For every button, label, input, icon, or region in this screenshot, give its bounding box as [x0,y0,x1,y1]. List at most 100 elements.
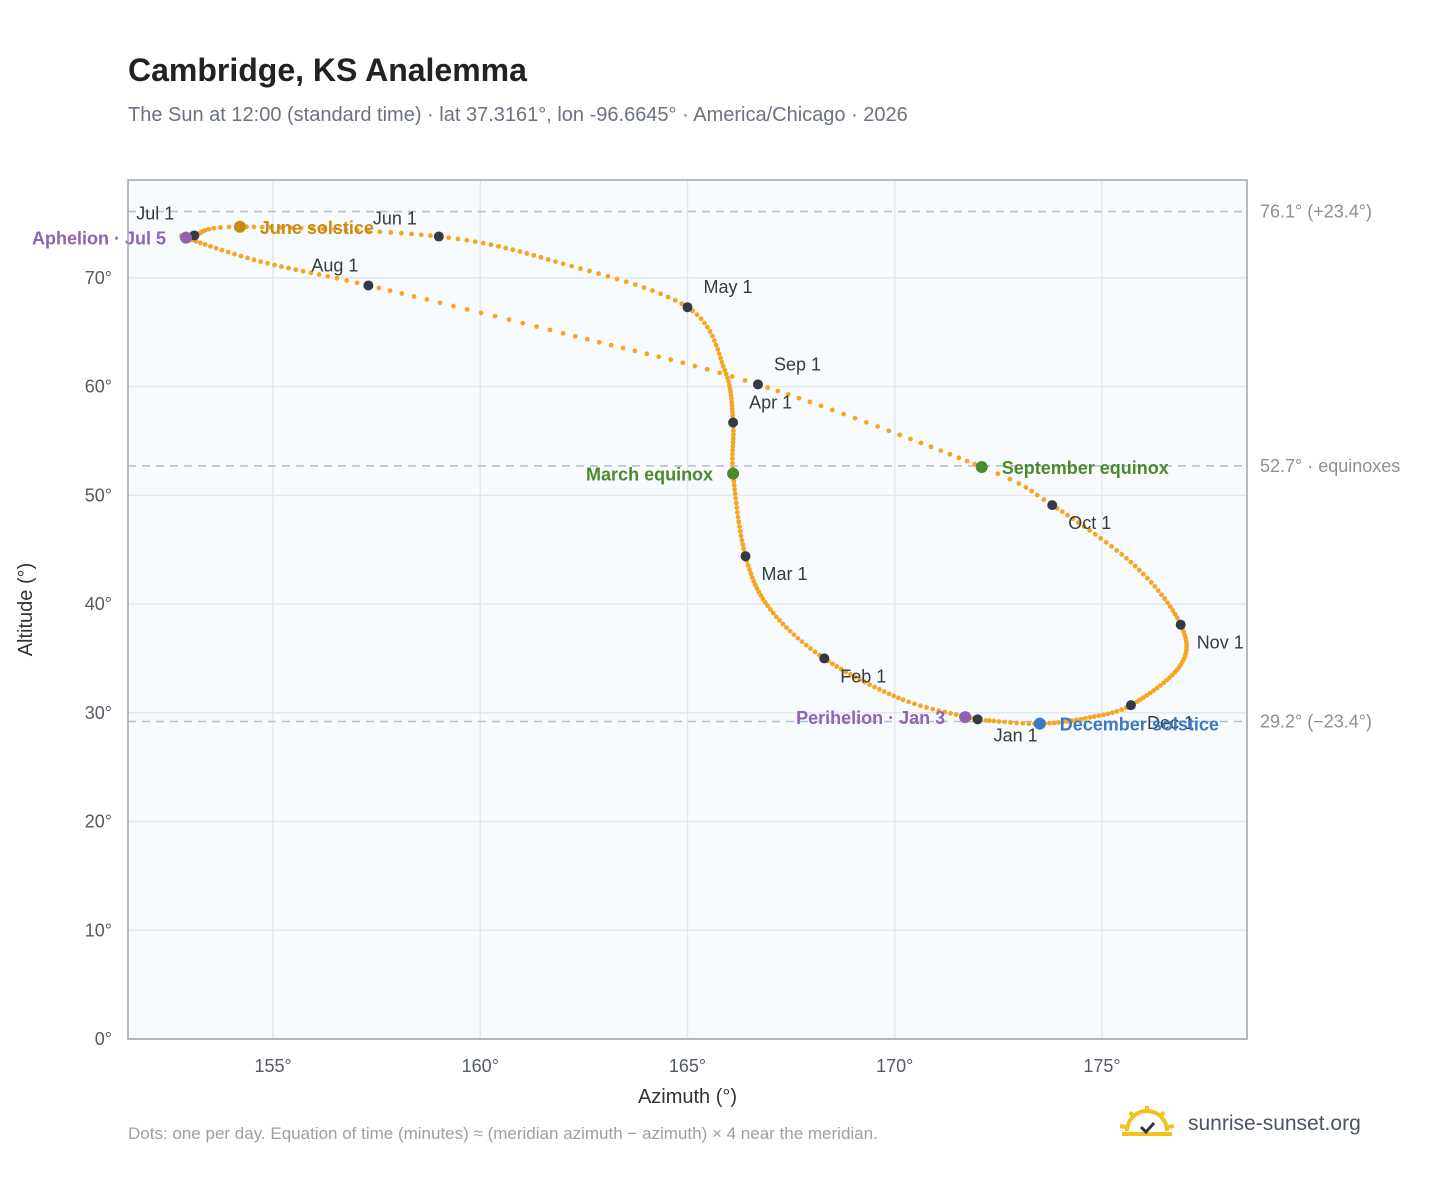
daily-dot [812,649,818,655]
footnote: Dots: one per day. Equation of time (min… [128,1124,878,1143]
daily-dot [1059,509,1065,515]
month-label: Feb 1 [840,666,886,686]
daily-dot [488,242,494,248]
daily-dot [694,312,700,318]
daily-dot [707,329,713,334]
daily-dot [876,687,882,692]
daily-dot [777,618,782,623]
daily-dot [320,226,326,232]
daily-dot [725,375,730,381]
daily-dot [424,297,430,302]
event-marker [233,220,246,233]
daily-dot [908,436,913,442]
daily-dot [737,528,743,534]
daily-dot [897,432,903,438]
month-label: Nov 1 [1197,633,1244,653]
daily-dot [605,273,611,279]
daily-dot [446,235,452,241]
y-tick-label: 10° [85,920,112,940]
daily-dot [480,240,486,246]
daily-dot [1092,714,1097,719]
daily-dot [596,339,602,345]
daily-dot [1105,711,1111,717]
daily-dot [213,245,219,251]
daily-dot [1070,516,1076,522]
daily-dot [343,227,349,233]
x-tick-label: 175° [1083,1056,1120,1076]
daily-dot [472,239,478,245]
daily-dot [747,567,752,573]
daily-dot [936,708,942,714]
daily-dot [672,297,678,303]
daily-dot [665,294,671,300]
daily-dot [739,537,745,543]
event-marker [727,467,740,480]
daily-dot [578,266,583,271]
y-tick-label: 50° [85,485,112,505]
daily-dot [852,674,858,680]
daily-dot [517,249,523,254]
month-label: Dec 1 [1147,713,1194,733]
daily-dot [1155,588,1161,593]
daily-dot [238,253,244,259]
daily-dot [354,280,360,286]
daily-dot [715,346,721,352]
daily-dot [906,699,912,705]
daily-dot [808,646,813,651]
daily-dot [197,240,203,246]
daily-dot [735,509,740,515]
daily-dot [427,233,433,239]
daily-dot [734,505,740,511]
month-label: Jun 1 [373,209,417,229]
daily-dot [288,225,294,231]
sun-logo-icon [1119,1106,1175,1136]
daily-dot [300,268,306,274]
daily-dot [717,370,723,376]
y-axis-title: Altitude (°) [15,563,37,657]
daily-dot [1096,713,1102,719]
brand[interactable]: sunrise-sunset.org [1118,1104,1361,1144]
daily-dot [1128,559,1134,565]
daily-dot [751,578,757,584]
daily-dot [217,225,223,230]
daily-dot [226,224,232,230]
daily-dot [1119,551,1125,557]
daily-dot [730,460,735,466]
daily-dot [987,718,992,724]
daily-dot [784,625,789,631]
daily-dot [464,306,470,312]
daily-dot [1124,555,1129,561]
daily-dot [995,471,1001,477]
daily-dot [524,251,530,256]
daily-dot [983,718,989,723]
daily-dot [560,261,566,267]
y-tick-label: 30° [85,703,112,723]
month-marker [740,551,751,562]
daily-dot [1114,548,1120,553]
daily-dot [736,519,742,525]
daily-dot [623,279,629,285]
month-label: Mar 1 [762,564,808,584]
daily-dot [325,273,331,279]
daily-dot [545,257,551,262]
daily-dot [791,632,797,638]
daily-dot [387,288,393,294]
daily-dot [947,451,953,457]
daily-dot [316,272,322,277]
daily-dot [219,247,225,253]
daily-dot [584,336,590,342]
daily-dot [742,377,748,383]
daily-dot [729,374,735,379]
daily-dot [722,367,728,373]
daily-dot [843,669,849,675]
daily-dot [1148,579,1154,585]
daily-dot [411,294,417,299]
daily-dot [632,282,638,288]
daily-dot [1157,683,1163,688]
daily-dot [829,407,835,413]
daily-dot [762,599,768,605]
daily-dot [924,705,929,710]
daily-dot [1034,492,1040,498]
month-marker [1125,700,1136,711]
x-tick-label: 165° [669,1056,706,1076]
